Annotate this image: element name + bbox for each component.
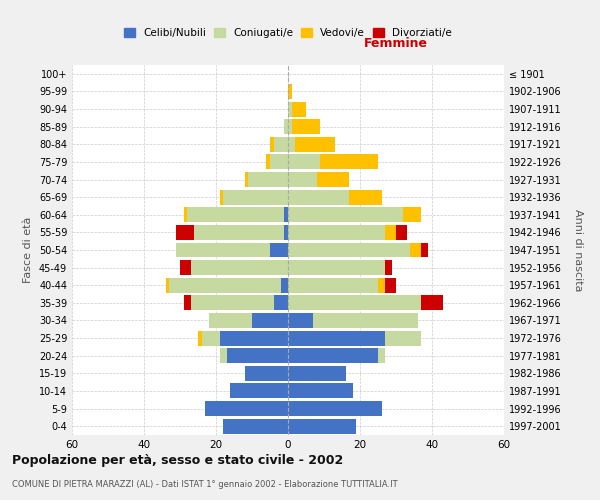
Bar — [191, 260, 288, 275]
Text: COMUNE DI PIETRA MARAZZI (AL) - Dati ISTAT 1° gennaio 2002 - Elaborazione TUTTIT: COMUNE DI PIETRA MARAZZI (AL) - Dati IST… — [12, 480, 398, 489]
Bar — [223, 418, 288, 434]
Bar — [288, 208, 403, 222]
Bar — [410, 242, 421, 258]
Bar — [284, 208, 288, 222]
Text: Femmine: Femmine — [364, 37, 428, 50]
Bar — [396, 225, 407, 240]
Bar — [220, 330, 288, 345]
Bar — [274, 296, 288, 310]
Bar — [385, 278, 396, 292]
Text: Popolazione per età, sesso e stato civile - 2002: Popolazione per età, sesso e stato civil… — [12, 454, 343, 467]
Bar — [266, 154, 270, 170]
Bar — [288, 348, 378, 363]
Bar — [288, 119, 292, 134]
Bar — [176, 225, 194, 240]
Bar — [194, 225, 284, 240]
Bar — [270, 154, 288, 170]
Bar — [248, 172, 288, 187]
Bar — [421, 296, 443, 310]
Bar — [220, 190, 223, 204]
Bar — [288, 242, 410, 258]
Bar — [169, 278, 281, 292]
Bar — [313, 313, 418, 328]
Bar — [288, 418, 356, 434]
Bar — [270, 242, 288, 258]
Bar — [288, 225, 385, 240]
Y-axis label: Fasce di età: Fasce di età — [23, 217, 33, 283]
Bar — [288, 172, 317, 187]
Bar — [378, 348, 385, 363]
Bar — [187, 208, 284, 222]
Bar — [385, 330, 421, 345]
Bar — [284, 119, 288, 134]
Bar — [385, 260, 392, 275]
Bar — [288, 401, 382, 416]
Bar — [320, 154, 378, 170]
Bar — [292, 119, 320, 134]
Bar — [288, 260, 385, 275]
Bar — [288, 154, 320, 170]
Bar — [349, 190, 382, 204]
Bar — [191, 296, 274, 310]
Bar — [205, 401, 288, 416]
Bar — [245, 366, 288, 381]
Bar — [288, 330, 385, 345]
Bar — [378, 278, 385, 292]
Bar — [230, 384, 288, 398]
Bar — [288, 102, 292, 116]
Bar — [209, 313, 252, 328]
Bar — [245, 172, 248, 187]
Bar — [176, 242, 270, 258]
Bar — [252, 313, 288, 328]
Bar — [288, 84, 292, 99]
Bar — [292, 102, 306, 116]
Bar — [270, 137, 274, 152]
Bar — [220, 348, 227, 363]
Bar — [274, 137, 288, 152]
Bar — [202, 330, 220, 345]
Bar — [288, 384, 353, 398]
Bar — [198, 330, 202, 345]
Bar — [288, 278, 378, 292]
Bar — [166, 278, 169, 292]
Bar — [288, 366, 346, 381]
Y-axis label: Anni di nascita: Anni di nascita — [572, 209, 583, 291]
Bar — [284, 225, 288, 240]
Bar — [184, 208, 187, 222]
Bar — [227, 348, 288, 363]
Bar — [281, 278, 288, 292]
Legend: Celibi/Nubili, Coniugati/e, Vedovi/e, Divorziati/e: Celibi/Nubili, Coniugati/e, Vedovi/e, Di… — [122, 26, 454, 40]
Bar — [421, 242, 428, 258]
Bar — [288, 190, 349, 204]
Bar — [288, 296, 421, 310]
Bar — [288, 313, 313, 328]
Bar — [403, 208, 421, 222]
Bar — [317, 172, 349, 187]
Bar — [223, 190, 288, 204]
Bar — [180, 260, 191, 275]
Bar — [288, 137, 295, 152]
Bar — [385, 225, 396, 240]
Bar — [184, 296, 191, 310]
Bar — [295, 137, 335, 152]
